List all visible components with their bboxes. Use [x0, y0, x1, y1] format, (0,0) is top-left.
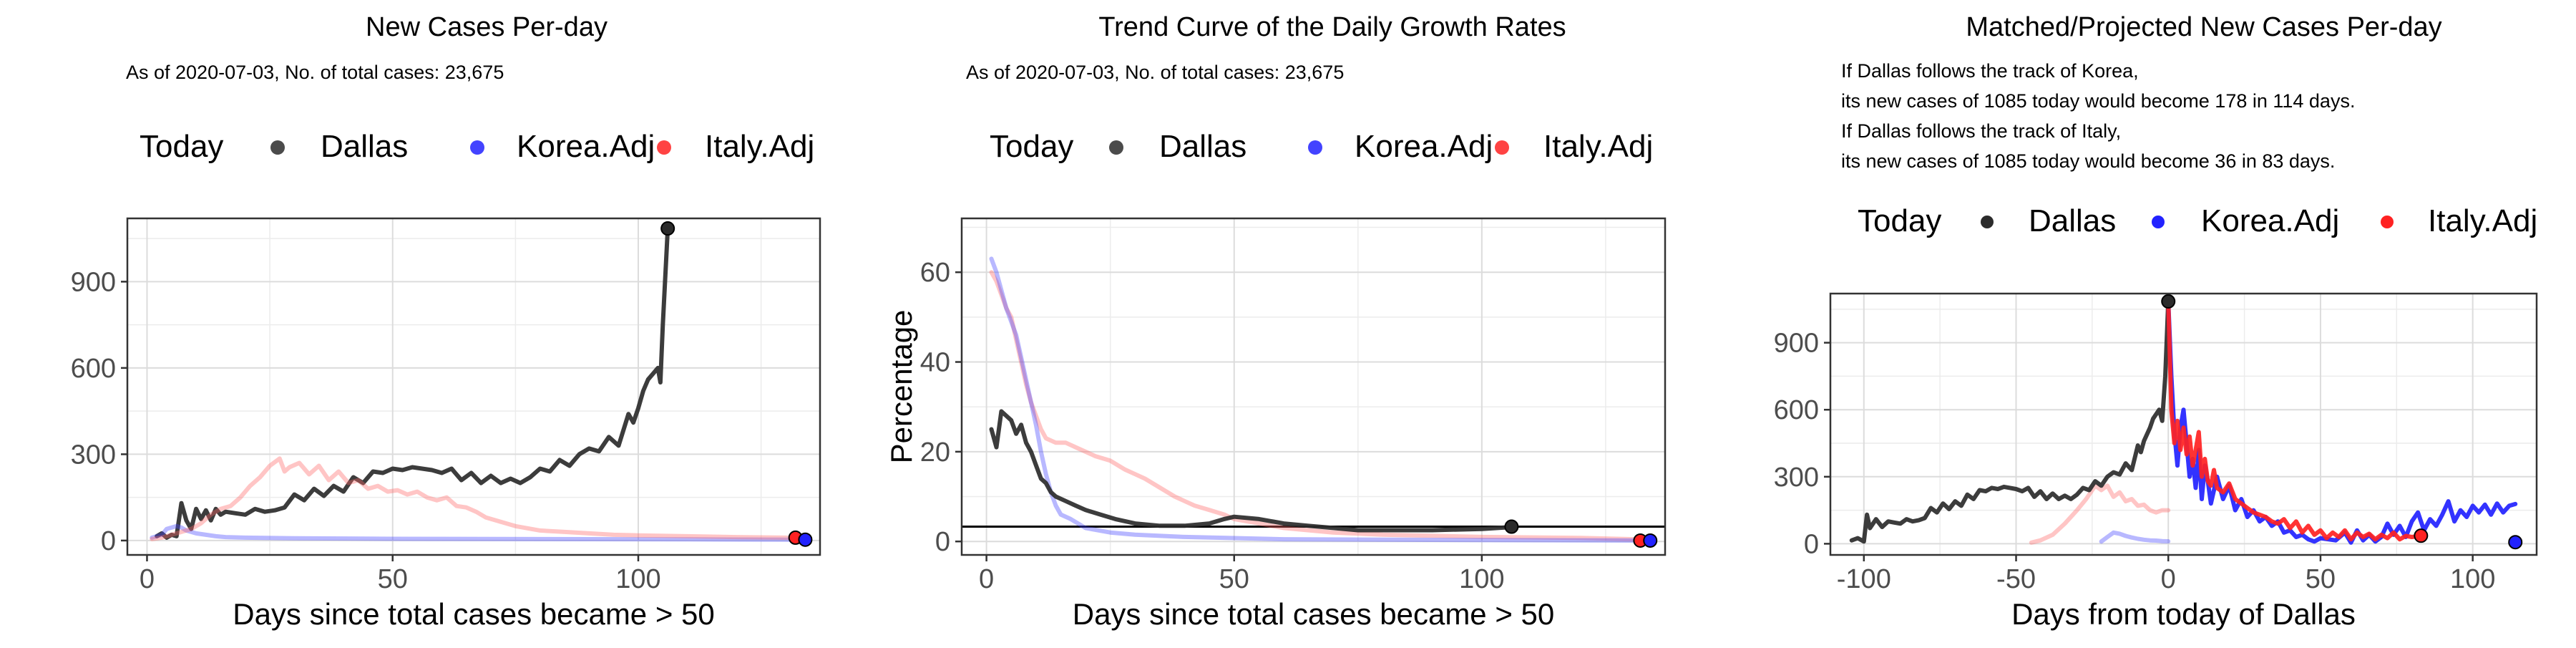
chart-subtitle: As of 2020-07-03, No. of total cases: 23…	[126, 62, 504, 83]
x-tick-label: -100	[1837, 564, 1891, 594]
today-point-dallas	[2161, 294, 2176, 309]
legend-title: Today	[140, 129, 223, 164]
today-point-dallas	[660, 221, 675, 236]
y-tick-label: 900	[1774, 329, 1819, 359]
series-line-korea-adj	[989, 256, 1648, 543]
y-tick-label: 900	[71, 267, 116, 297]
series-line-italy-adj-before-today	[2029, 483, 2171, 545]
x-tick-label: 50	[378, 564, 408, 594]
series-group	[150, 226, 803, 542]
chart-legend: Today Dallas Korea.Adj Italy.Adj	[1858, 203, 2537, 238]
legend-key-korea-adj	[1308, 140, 1322, 155]
legend-key-korea-adj	[2152, 216, 2165, 228]
axes: 0 50 100 0 300 600 900 Days since total cases b…	[71, 267, 715, 631]
today-point-dallas	[1504, 519, 1519, 534]
legend-key-italy-adj	[1495, 140, 1509, 155]
today-point-korea-adj	[2508, 535, 2523, 550]
series-line-italy-adj	[989, 270, 1638, 542]
legend-label: Korea.Adj	[1355, 129, 1493, 164]
chart-legend: Today Dallas Korea.Adj Italy.Adj	[990, 129, 1653, 164]
x-axis-label: Days since total cases became > 50	[233, 597, 715, 631]
legend-key-italy-adj	[2381, 216, 2394, 228]
grid	[962, 218, 1665, 555]
legend-key-korea-adj	[470, 140, 484, 155]
y-tick-label: 0	[101, 526, 116, 556]
y-tick-label: 20	[920, 437, 950, 468]
x-tick-label: 50	[2306, 564, 2336, 594]
legend-title: Today	[1858, 203, 1941, 238]
grid	[127, 218, 820, 555]
plot-background	[962, 218, 1665, 555]
axes: 0 50 100 0 20 40 60 Days since total cases beca…	[884, 258, 1554, 631]
chart-subtitle-line: If Dallas follows the track of Korea,	[1841, 60, 2139, 82]
legend-label: Italy.Adj	[1543, 129, 1653, 164]
chart-title: Trend Curve of the Daily Growth Rates	[1098, 12, 1566, 42]
series-group	[962, 256, 1665, 543]
chart-legend: Today Dallas Korea.Adj Italy.Adj	[140, 129, 814, 164]
plot-border	[1829, 292, 2538, 556]
series-line-dallas	[989, 409, 1514, 533]
legend-title: Today	[990, 129, 1073, 164]
x-axis-label: Days from today of Dallas	[2011, 597, 2356, 631]
x-tick-label: -50	[1996, 564, 2036, 594]
series-group	[1849, 299, 2518, 545]
y-tick-label: 300	[1774, 463, 1819, 493]
today-point-korea-adj	[798, 532, 813, 547]
y-tick-label: 300	[71, 440, 116, 470]
chart-subtitle-line: its new cases of 1085 today would become…	[1841, 150, 2335, 172]
chart-title: New Cases Per-day	[366, 12, 608, 42]
legend-label: Italy.Adj	[705, 129, 814, 164]
chart-subtitle: As of 2020-07-03, No. of total cases: 23…	[966, 62, 1344, 83]
chart-subtitle-line: its new cases of 1085 today would become…	[1841, 90, 2355, 112]
chart-panel-3: Matched/Projected New Cases Per-day If Da…	[1774, 12, 2538, 631]
y-tick-label: 40	[920, 348, 950, 378]
chart-panel-2: Trend Curve of the Daily Growth Rates As …	[884, 12, 1667, 631]
legend-key-dallas	[270, 140, 285, 155]
series-line-dallas	[155, 226, 670, 540]
chart-panel-1: New Cases Per-day As of 2020-07-03, No. o…	[71, 12, 821, 631]
today-point-italy-adj	[2414, 528, 2429, 543]
legend-key-italy-adj	[657, 140, 671, 155]
chart-title: Matched/Projected New Cases Per-day	[1966, 12, 2441, 42]
legend-label: Korea.Adj	[517, 129, 655, 164]
legend-key-dallas	[1981, 216, 1994, 228]
legend-label: Italy.Adj	[2428, 203, 2537, 238]
y-tick-label: 0	[935, 527, 950, 557]
x-axis-label: Days since total cases became > 50	[1073, 597, 1555, 631]
series-line-dallas	[1849, 299, 2171, 544]
series-line-italy-adj-projected	[2166, 299, 2424, 542]
x-tick-label: 0	[140, 564, 155, 594]
series-line-korea-adj-before-today	[2099, 530, 2171, 544]
x-tick-label: 50	[1219, 564, 1249, 594]
axes: -100 -50 0 50 100 0 300 600 900 Days from today o…	[1774, 329, 2496, 631]
x-tick-label: 100	[615, 564, 660, 594]
y-tick-label: 60	[920, 258, 950, 288]
x-tick-label: 0	[979, 564, 994, 594]
plot-border	[126, 217, 821, 556]
legend-label: Korea.Adj	[2201, 203, 2339, 238]
chart-subtitle-line: If Dallas follows the track of Italy,	[1841, 120, 2121, 142]
plot-border	[960, 217, 1667, 556]
plot-background	[127, 218, 820, 555]
legend-label: Dallas	[321, 129, 408, 164]
y-tick-label: 600	[71, 354, 116, 384]
y-axis-label: Percentage	[884, 310, 918, 464]
legend-label: Dallas	[1159, 129, 1246, 164]
y-tick-label: 600	[1774, 395, 1819, 425]
series-line-italy-adj	[150, 456, 803, 541]
x-tick-label: 100	[1459, 564, 1504, 594]
x-tick-label: 100	[2450, 564, 2495, 594]
legend-key-dallas	[1109, 140, 1123, 155]
y-tick-label: 0	[1804, 529, 1819, 559]
x-tick-label: 0	[2161, 564, 2176, 594]
today-point-korea-adj	[1643, 533, 1658, 548]
series-line-korea-adj	[150, 523, 803, 542]
legend-label: Dallas	[2029, 203, 2116, 238]
